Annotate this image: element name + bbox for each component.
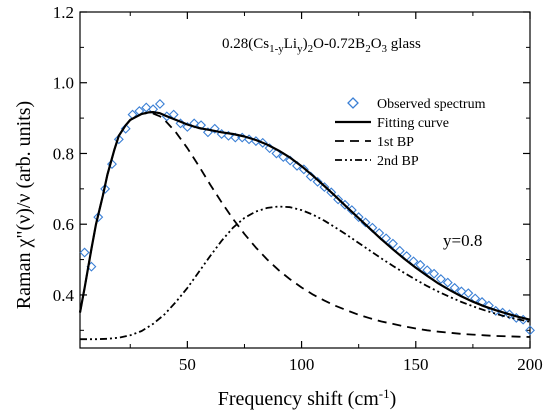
title-text: Li	[284, 36, 297, 52]
series-line-2nd-bp	[80, 205, 531, 341]
legend-label: Observed spectrum	[377, 97, 486, 112]
observed-point	[525, 325, 535, 336]
observed-point	[387, 238, 398, 249]
observed-point	[442, 277, 453, 288]
observed-point	[415, 259, 426, 270]
x-label-superscript: -1	[379, 386, 390, 401]
observed-point	[422, 265, 433, 276]
x-tick-label: 200	[517, 355, 543, 374]
observed-point	[79, 247, 90, 258]
title-subscript: 2	[308, 43, 314, 55]
x-tick-label: 150	[403, 355, 429, 374]
observed-point	[319, 182, 330, 193]
title-subscript: 1-y	[269, 43, 284, 55]
x-axis-label: Frequency shift (cm-1)	[218, 386, 397, 410]
x-tick-label: 50	[179, 355, 196, 374]
observed-point	[141, 102, 152, 113]
y-tick-label: 1.0	[53, 74, 74, 93]
observed-point	[463, 288, 474, 299]
y-tick-label: 1.2	[53, 3, 74, 22]
x-label-text: )	[390, 388, 397, 410]
series-line-fitting-curve	[78, 110, 531, 321]
legend-label: 1st BP	[377, 135, 414, 150]
observed-point	[298, 164, 309, 175]
y-tick-label: 0.6	[53, 215, 74, 234]
observed-point	[209, 123, 220, 134]
title-text: O-0.72B	[313, 36, 365, 52]
observed-point	[154, 98, 165, 109]
composition-annotation: y=0.8	[443, 231, 482, 250]
observed-point	[483, 300, 494, 311]
title-text: O	[371, 36, 382, 52]
observed-point	[100, 183, 111, 194]
observed-point	[113, 134, 124, 145]
x-tick-label: 100	[289, 355, 315, 374]
x-label-text: Frequency shift (cm	[218, 388, 380, 410]
observed-point	[107, 159, 117, 170]
observed-point	[333, 194, 344, 205]
title-text: glass	[387, 36, 421, 52]
y-axis-label: Raman χ"(ν)/ν (arb. units)	[13, 101, 35, 309]
legend-label: Fitting curve	[377, 116, 449, 131]
y-tick-label: 0.4	[53, 286, 75, 305]
plot-frame	[79, 11, 531, 349]
title-subscript: 2	[365, 43, 371, 55]
chart-title: 0.28(Cs1-yLiy)2O-0.72B2O3 glass	[222, 36, 421, 55]
title-text: 0.28(Cs	[222, 36, 269, 52]
observed-point	[93, 212, 104, 223]
observed-point	[429, 268, 440, 279]
legend-label: 2nd BP	[377, 154, 419, 169]
observed-point	[120, 123, 131, 134]
title-subscript: 3	[382, 43, 388, 55]
title-text: )	[303, 36, 308, 52]
legend-marker-observed	[347, 97, 359, 109]
observed-point	[435, 274, 446, 285]
series-line-1st-bp	[79, 111, 531, 338]
legend: Observed spectrum Fitting curve 1st BP 2nd …	[335, 97, 486, 169]
title-subscript: y	[297, 43, 303, 55]
plot-layer: 0.4 0.6 0.8 1.0 1.2 50 100 150 200	[53, 3, 543, 374]
observed-point	[312, 176, 323, 187]
y-tick-label: 0.8	[53, 144, 74, 163]
